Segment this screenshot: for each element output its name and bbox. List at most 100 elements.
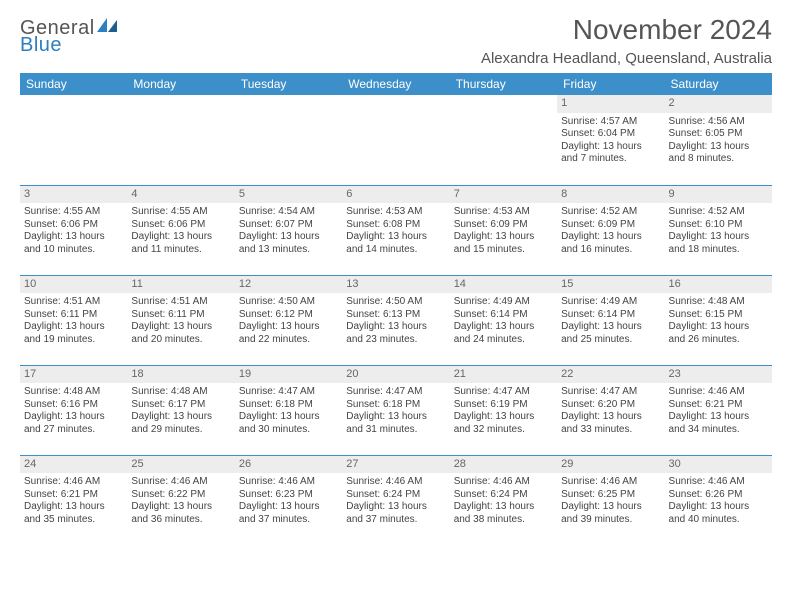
- sunrise-line: Sunrise: 4:50 AM: [346, 296, 445, 309]
- sunset-line: Sunset: 6:14 PM: [561, 309, 660, 322]
- daylight-line: Daylight: 13 hours and 30 minutes.: [239, 411, 338, 436]
- title-block: November 2024 Alexandra Headland, Queens…: [481, 14, 772, 67]
- sunset-line: Sunset: 6:09 PM: [454, 219, 553, 232]
- day-header: Friday: [557, 73, 664, 95]
- daylight-line: Daylight: 13 hours and 40 minutes.: [669, 501, 768, 526]
- sunset-line: Sunset: 6:23 PM: [239, 489, 338, 502]
- day-number: 12: [235, 276, 342, 294]
- sunset-line: Sunset: 6:24 PM: [454, 489, 553, 502]
- sunrise-line: Sunrise: 4:52 AM: [561, 206, 660, 219]
- calendar-body: 1Sunrise: 4:57 AMSunset: 6:04 PMDaylight…: [20, 95, 772, 545]
- day-body: Sunrise: 4:51 AMSunset: 6:11 PMDaylight:…: [20, 293, 127, 350]
- calendar-day: 16Sunrise: 4:48 AMSunset: 6:15 PMDayligh…: [665, 275, 772, 365]
- day-body: Sunrise: 4:47 AMSunset: 6:19 PMDaylight:…: [450, 383, 557, 440]
- calendar-day-empty: [342, 95, 449, 185]
- day-number: 23: [665, 366, 772, 384]
- day-body: Sunrise: 4:50 AMSunset: 6:13 PMDaylight:…: [342, 293, 449, 350]
- brand-logo: General Blue: [20, 14, 119, 55]
- sunrise-line: Sunrise: 4:48 AM: [131, 386, 230, 399]
- daylight-line: Daylight: 13 hours and 18 minutes.: [669, 231, 768, 256]
- calendar-day: 9Sunrise: 4:52 AMSunset: 6:10 PMDaylight…: [665, 185, 772, 275]
- sunset-line: Sunset: 6:25 PM: [561, 489, 660, 502]
- sunset-line: Sunset: 6:21 PM: [24, 489, 123, 502]
- daylight-line: Daylight: 13 hours and 26 minutes.: [669, 321, 768, 346]
- calendar-day: 22Sunrise: 4:47 AMSunset: 6:20 PMDayligh…: [557, 365, 664, 455]
- daylight-line: Daylight: 13 hours and 31 minutes.: [346, 411, 445, 436]
- daylight-line: Daylight: 13 hours and 34 minutes.: [669, 411, 768, 436]
- calendar-day: 29Sunrise: 4:46 AMSunset: 6:25 PMDayligh…: [557, 455, 664, 545]
- calendar-day: 7Sunrise: 4:53 AMSunset: 6:09 PMDaylight…: [450, 185, 557, 275]
- sunset-line: Sunset: 6:14 PM: [454, 309, 553, 322]
- calendar-day: 20Sunrise: 4:47 AMSunset: 6:18 PMDayligh…: [342, 365, 449, 455]
- day-number: 6: [342, 186, 449, 204]
- day-number: 10: [20, 276, 127, 294]
- sunrise-line: Sunrise: 4:57 AM: [561, 116, 660, 129]
- day-number: 2: [665, 95, 772, 113]
- day-body: Sunrise: 4:48 AMSunset: 6:15 PMDaylight:…: [665, 293, 772, 350]
- day-body: Sunrise: 4:51 AMSunset: 6:11 PMDaylight:…: [127, 293, 234, 350]
- sunset-line: Sunset: 6:07 PM: [239, 219, 338, 232]
- calendar-day: 6Sunrise: 4:53 AMSunset: 6:08 PMDaylight…: [342, 185, 449, 275]
- daylight-line: Daylight: 13 hours and 37 minutes.: [346, 501, 445, 526]
- calendar-day-empty: [235, 95, 342, 185]
- calendar-week: 3Sunrise: 4:55 AMSunset: 6:06 PMDaylight…: [20, 185, 772, 275]
- day-number: 5: [235, 186, 342, 204]
- sunrise-line: Sunrise: 4:46 AM: [24, 476, 123, 489]
- calendar-day: 3Sunrise: 4:55 AMSunset: 6:06 PMDaylight…: [20, 185, 127, 275]
- sunrise-line: Sunrise: 4:48 AM: [24, 386, 123, 399]
- calendar-day: 11Sunrise: 4:51 AMSunset: 6:11 PMDayligh…: [127, 275, 234, 365]
- sunset-line: Sunset: 6:17 PM: [131, 399, 230, 412]
- day-body: Sunrise: 4:49 AMSunset: 6:14 PMDaylight:…: [557, 293, 664, 350]
- sunset-line: Sunset: 6:08 PM: [346, 219, 445, 232]
- sunset-line: Sunset: 6:11 PM: [131, 309, 230, 322]
- sunrise-line: Sunrise: 4:46 AM: [131, 476, 230, 489]
- calendar-day: 8Sunrise: 4:52 AMSunset: 6:09 PMDaylight…: [557, 185, 664, 275]
- day-body: Sunrise: 4:46 AMSunset: 6:21 PMDaylight:…: [20, 473, 127, 530]
- sunset-line: Sunset: 6:09 PM: [561, 219, 660, 232]
- day-body: Sunrise: 4:49 AMSunset: 6:14 PMDaylight:…: [450, 293, 557, 350]
- daylight-line: Daylight: 13 hours and 33 minutes.: [561, 411, 660, 436]
- sunrise-line: Sunrise: 4:47 AM: [346, 386, 445, 399]
- day-number: 16: [665, 276, 772, 294]
- sunset-line: Sunset: 6:06 PM: [131, 219, 230, 232]
- day-number: 1: [557, 95, 664, 113]
- sunset-line: Sunset: 6:10 PM: [669, 219, 768, 232]
- calendar-day: 17Sunrise: 4:48 AMSunset: 6:16 PMDayligh…: [20, 365, 127, 455]
- calendar-day-empty: [450, 95, 557, 185]
- day-number: 29: [557, 456, 664, 474]
- daylight-line: Daylight: 13 hours and 19 minutes.: [24, 321, 123, 346]
- sunset-line: Sunset: 6:16 PM: [24, 399, 123, 412]
- sunset-line: Sunset: 6:21 PM: [669, 399, 768, 412]
- calendar-week: 1Sunrise: 4:57 AMSunset: 6:04 PMDaylight…: [20, 95, 772, 185]
- sunset-line: Sunset: 6:11 PM: [24, 309, 123, 322]
- sunrise-line: Sunrise: 4:56 AM: [669, 116, 768, 129]
- sunset-line: Sunset: 6:22 PM: [131, 489, 230, 502]
- sunset-line: Sunset: 6:06 PM: [24, 219, 123, 232]
- sunset-line: Sunset: 6:12 PM: [239, 309, 338, 322]
- day-number: 8: [557, 186, 664, 204]
- daylight-line: Daylight: 13 hours and 8 minutes.: [669, 141, 768, 166]
- day-number: 24: [20, 456, 127, 474]
- calendar-day: 19Sunrise: 4:47 AMSunset: 6:18 PMDayligh…: [235, 365, 342, 455]
- calendar-day-empty: [20, 95, 127, 185]
- daylight-line: Daylight: 13 hours and 22 minutes.: [239, 321, 338, 346]
- calendar-day: 30Sunrise: 4:46 AMSunset: 6:26 PMDayligh…: [665, 455, 772, 545]
- day-number: 9: [665, 186, 772, 204]
- day-body: Sunrise: 4:46 AMSunset: 6:25 PMDaylight:…: [557, 473, 664, 530]
- day-number: 7: [450, 186, 557, 204]
- day-body: Sunrise: 4:46 AMSunset: 6:23 PMDaylight:…: [235, 473, 342, 530]
- sunrise-line: Sunrise: 4:53 AM: [346, 206, 445, 219]
- calendar-day: 18Sunrise: 4:48 AMSunset: 6:17 PMDayligh…: [127, 365, 234, 455]
- day-body: Sunrise: 4:57 AMSunset: 6:04 PMDaylight:…: [557, 113, 664, 170]
- sunrise-line: Sunrise: 4:46 AM: [561, 476, 660, 489]
- calendar-table: SundayMondayTuesdayWednesdayThursdayFrid…: [20, 73, 772, 545]
- day-number: 18: [127, 366, 234, 384]
- sunset-line: Sunset: 6:15 PM: [669, 309, 768, 322]
- day-number: 4: [127, 186, 234, 204]
- day-body: Sunrise: 4:53 AMSunset: 6:09 PMDaylight:…: [450, 203, 557, 260]
- day-header: Tuesday: [235, 73, 342, 95]
- calendar-day: 27Sunrise: 4:46 AMSunset: 6:24 PMDayligh…: [342, 455, 449, 545]
- day-header: Saturday: [665, 73, 772, 95]
- day-number: 21: [450, 366, 557, 384]
- daylight-line: Daylight: 13 hours and 11 minutes.: [131, 231, 230, 256]
